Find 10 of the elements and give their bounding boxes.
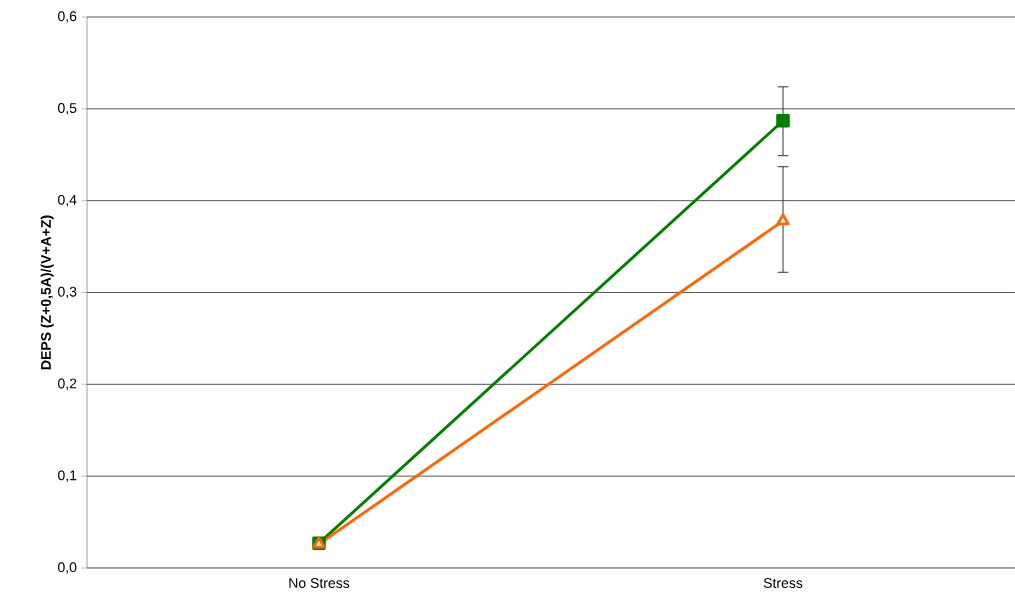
y-tick-label: 0,4 — [58, 194, 77, 207]
y-tick-label: 0,6 — [58, 11, 77, 23]
y-tick-label: 0,3 — [58, 286, 77, 299]
y-tick-label: 0,5 — [58, 103, 77, 115]
x-tick-label: No Stress — [289, 578, 350, 588]
y-axis-title: DEPS (Z+0,5A)/(V+A+Z) — [40, 215, 54, 370]
y-tick-label: 0,2 — [58, 378, 77, 391]
y-tick-label: 0,0 — [58, 562, 77, 574]
y-tick-label: 0,1 — [58, 470, 77, 482]
x-tick-label: Stress — [763, 578, 803, 588]
